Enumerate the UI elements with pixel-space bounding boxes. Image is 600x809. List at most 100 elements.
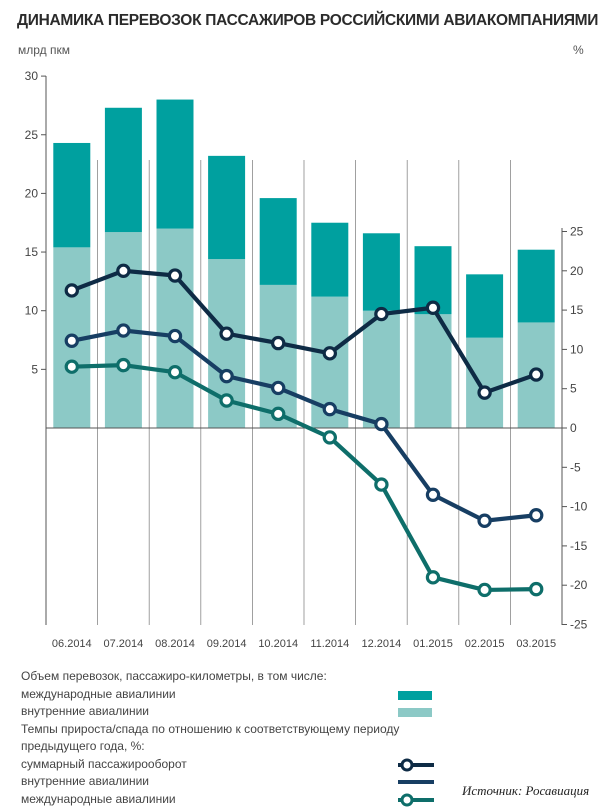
legend-item-domestic-bar: внутренние авиалинии bbox=[21, 703, 441, 721]
bar-international bbox=[156, 99, 194, 229]
line-point-1 bbox=[322, 401, 337, 417]
line-point-0 bbox=[271, 335, 286, 351]
lines bbox=[64, 263, 544, 598]
line-point-1 bbox=[477, 513, 492, 528]
bar-international bbox=[259, 198, 297, 285]
left-tick-label: 30 bbox=[25, 69, 39, 83]
bar-international bbox=[53, 142, 91, 248]
bar-international bbox=[362, 233, 400, 311]
line-point-1 bbox=[529, 508, 544, 523]
left-tick-label: 10 bbox=[25, 304, 39, 318]
line-point-2 bbox=[529, 581, 544, 597]
x-tick-label: 03.2015 bbox=[516, 638, 556, 650]
line-point-1 bbox=[167, 328, 183, 344]
bar-international bbox=[208, 155, 246, 260]
x-tick-label: 12.2014 bbox=[362, 638, 402, 650]
line-point-0 bbox=[167, 268, 183, 283]
line-point-1 bbox=[271, 380, 286, 396]
line-point-2 bbox=[219, 393, 234, 408]
bar-international bbox=[104, 107, 142, 233]
bar-domestic bbox=[414, 314, 452, 428]
bar-domestic bbox=[259, 284, 297, 428]
line-point-2 bbox=[116, 357, 131, 373]
bar-international bbox=[466, 274, 504, 338]
legend-growth-header: Темпы прироста/спада по отношению к соот… bbox=[21, 721, 400, 754]
x-tick-label: 02.2015 bbox=[465, 638, 505, 650]
bar-domestic bbox=[362, 310, 400, 428]
right-tick-label: -10 bbox=[570, 500, 588, 514]
line-point-2 bbox=[374, 477, 389, 492]
x-tick-label: 06.2014 bbox=[52, 638, 92, 650]
right-tick-label: -20 bbox=[570, 578, 588, 592]
right-tick-label: 15 bbox=[570, 303, 584, 317]
bar-domestic bbox=[466, 337, 504, 428]
legend-label: внутренние авиалинии bbox=[21, 774, 149, 788]
labels: 5 10 15 20 25 30 млрд пкм 25 20 15 10 5 0 -5 -10 -15 -20… bbox=[18, 43, 588, 650]
right-tick-label: -15 bbox=[570, 539, 588, 553]
left-tick-label: 5 bbox=[31, 362, 38, 376]
right-tick-label: -25 bbox=[570, 618, 588, 632]
left-tick-label: 15 bbox=[25, 245, 39, 259]
legend-item-intl-bar: международные авиалинии bbox=[21, 686, 441, 704]
legend-swatch-intl bbox=[398, 690, 432, 700]
left-axis-label: млрд пкм bbox=[18, 43, 70, 57]
legend-volume-header: Объем перевозок, пассажиро-километры, в … bbox=[21, 669, 327, 683]
line-point-0 bbox=[116, 263, 131, 278]
bar-international bbox=[311, 222, 349, 297]
chart-title: ДИНАМИКА ПЕРЕВОЗОК ПАССАЖИРОВ РОССИЙСКИМ… bbox=[17, 12, 599, 29]
line-point-2 bbox=[64, 359, 80, 374]
chart: 5 10 15 20 25 30 млрд пкм 25 20 15 10 5 0 -5 -10 -15 -20… bbox=[18, 43, 588, 650]
bar-domestic bbox=[156, 228, 194, 428]
right-tick-label: 20 bbox=[570, 264, 584, 278]
legend-item-total-line: суммарный пассажирооборот bbox=[21, 756, 441, 774]
line-point-1 bbox=[374, 416, 389, 432]
bar-international bbox=[517, 249, 555, 323]
x-tick-label: 11.2014 bbox=[310, 638, 349, 650]
right-tick-label: 25 bbox=[570, 225, 584, 239]
line-point-0 bbox=[64, 283, 80, 298]
legend-item-intl-line: международные авиалинии bbox=[21, 791, 441, 809]
right-axis-label: % bbox=[573, 43, 584, 57]
legend-swatch-domestic bbox=[398, 708, 432, 717]
bars bbox=[53, 99, 555, 428]
line-point-0 bbox=[477, 385, 492, 400]
line-point-0 bbox=[529, 367, 544, 382]
legend-label: внутренние авиалинии bbox=[21, 704, 149, 718]
line-series-1 bbox=[71, 328, 537, 523]
right-tick-label: 5 bbox=[570, 382, 577, 396]
legend-swatch-domestic-line bbox=[398, 780, 434, 784]
legend-swatch-total bbox=[398, 758, 434, 771]
line-series-0 bbox=[71, 268, 537, 395]
x-tick-label: 07.2014 bbox=[104, 638, 144, 650]
left-tick-label: 20 bbox=[25, 186, 39, 200]
line-point-0 bbox=[425, 300, 441, 315]
legend-label: международные авиалинии bbox=[21, 791, 176, 806]
right-tick-label: 10 bbox=[570, 342, 584, 356]
line-point-0 bbox=[322, 346, 337, 361]
legend-label: международные авиалинии bbox=[21, 686, 176, 701]
x-tick-label: 01.2015 bbox=[413, 638, 453, 650]
right-tick-label: 0 bbox=[570, 421, 577, 435]
line-point-2 bbox=[322, 430, 337, 445]
x-tick-label: 10.2014 bbox=[258, 638, 298, 650]
legend-item-domestic-line: внутренние авиалинии bbox=[21, 773, 441, 791]
x-tick-label: 08.2014 bbox=[155, 638, 195, 650]
line-point-1 bbox=[219, 368, 234, 384]
legend-swatch-intl-line bbox=[398, 793, 434, 806]
source-note: Источник: Росавиация bbox=[462, 783, 590, 798]
line-point-2 bbox=[477, 582, 492, 598]
line-point-1 bbox=[425, 487, 441, 503]
line-point-1 bbox=[64, 333, 80, 348]
line-point-0 bbox=[219, 326, 234, 341]
line-point-2 bbox=[425, 570, 441, 585]
grid bbox=[97, 160, 511, 625]
line-point-0 bbox=[374, 306, 389, 322]
x-tick-label: 09.2014 bbox=[207, 638, 247, 650]
line-point-2 bbox=[167, 364, 183, 380]
legend: Объем перевозок, пассажиро-километры, в … bbox=[21, 668, 441, 808]
line-point-1 bbox=[116, 323, 131, 338]
line-series-2 bbox=[71, 363, 537, 593]
left-tick-label: 25 bbox=[25, 128, 39, 142]
legend-label: суммарный пассажирооборот bbox=[21, 756, 187, 771]
line-point-2 bbox=[271, 406, 286, 422]
